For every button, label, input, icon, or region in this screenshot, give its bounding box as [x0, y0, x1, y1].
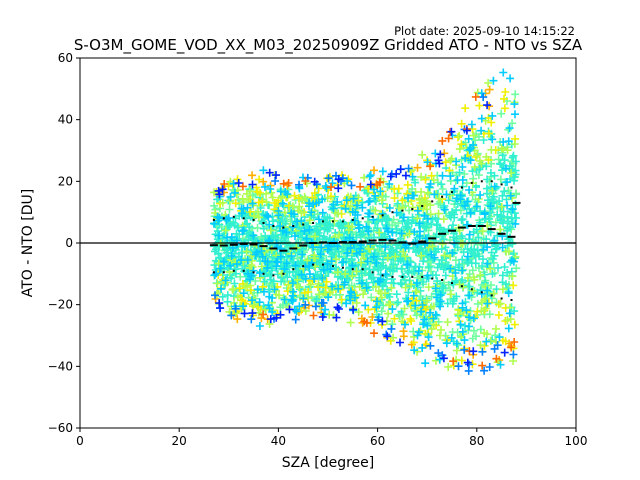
plus-sigma-dot [312, 222, 315, 224]
plus-sigma-dot [500, 183, 503, 186]
minus-sigma-dot [351, 268, 354, 271]
minus-sigma-dot [451, 282, 453, 285]
minus-sigma-dot [510, 299, 513, 301]
plus-sigma-dot [302, 223, 305, 226]
scatter-marks [210, 68, 520, 369]
x-tick-label: 0 [76, 434, 84, 448]
minus-sigma-dot [341, 266, 344, 269]
scatter-marks [210, 127, 521, 346]
plus-sigma-dot [351, 218, 354, 221]
plus-sigma-dot [381, 214, 384, 217]
plus-sigma-dot [510, 186, 513, 189]
minus-sigma-dot [232, 269, 235, 272]
y-tick-label: 40 [58, 113, 73, 127]
minus-sigma-dot [302, 265, 305, 268]
plus-sigma-dot [411, 208, 414, 211]
minus-sigma-dot [212, 271, 215, 274]
plus-sigma-dot [470, 181, 473, 184]
y-tick-label: 60 [58, 51, 73, 65]
minus-sigma-dot [322, 263, 324, 266]
minus-sigma-dot [500, 297, 503, 300]
minus-sigma-dot [272, 274, 275, 277]
minus-sigma-dot [252, 271, 255, 274]
minus-sigma-dot [421, 275, 424, 278]
plot-date: Plot date: 2025-09-10 14:15:22 [394, 24, 575, 38]
y-axis-label: ATO - NTO [DU] [20, 189, 36, 297]
plus-sigma-dot [391, 211, 394, 214]
x-tick-label: 80 [469, 434, 484, 448]
chart-title: S-O3M_GOME_VOD_XX_M03_20250909Z Gridded … [74, 36, 583, 55]
scatter-cloud [210, 68, 521, 375]
minus-sigma-dot [411, 275, 414, 278]
minus-sigma-dot [441, 279, 444, 281]
minus-sigma-dot [371, 271, 374, 274]
plus-sigma-dot [282, 226, 285, 229]
plus-sigma-dot [371, 215, 374, 218]
minus-sigma-dot [262, 272, 265, 275]
plus-sigma-dot [341, 220, 344, 223]
plus-sigma-dot [480, 180, 483, 183]
y-tick-label: −60 [48, 421, 73, 435]
x-tick-label: 100 [565, 434, 588, 448]
y-tick-label: −20 [48, 298, 73, 312]
minus-sigma-dot [222, 271, 225, 274]
plus-sigma-dot [431, 200, 434, 203]
statistics-lines [80, 180, 576, 301]
plus-sigma-dot [262, 222, 265, 224]
plus-sigma-dot [222, 217, 225, 220]
minus-sigma-dot [242, 269, 245, 272]
x-tick-label: 40 [271, 434, 286, 448]
minus-sigma-dot [431, 277, 434, 280]
plus-sigma-dot [421, 205, 424, 207]
plus-sigma-dot [212, 218, 215, 221]
plus-sigma-dot [441, 195, 444, 198]
minus-sigma-dot [381, 274, 384, 277]
plus-sigma-dot [332, 220, 334, 223]
minus-sigma-dot [490, 294, 493, 297]
plus-sigma-dot [272, 225, 275, 227]
minus-sigma-dot [401, 275, 404, 278]
x-axis-label: SZA [degree] [282, 455, 375, 471]
x-tick-label: 60 [370, 434, 385, 448]
x-tick-label: 20 [172, 434, 187, 448]
minus-sigma-dot [332, 265, 334, 268]
plus-sigma-dot [361, 217, 364, 220]
y-tick-label: 20 [58, 174, 73, 188]
plus-sigma-dot [490, 180, 493, 183]
minus-sigma-dot [292, 268, 295, 271]
x-axis-ticks: 0 20 40 60 80 100 [76, 428, 587, 448]
y-axis-ticks: −60 −40 −20 0 20 40 60 [48, 51, 80, 435]
minus-sigma-dot [361, 268, 364, 271]
plus-sigma-dot [242, 217, 245, 220]
scatter-marks [214, 101, 509, 367]
minus-sigma-dot [460, 285, 463, 288]
y-tick-label: −40 [48, 359, 73, 373]
minus-sigma-dot [312, 263, 315, 266]
plus-sigma-dot [292, 225, 295, 227]
plus-sigma-dot [401, 209, 404, 212]
plus-sigma-dot [252, 218, 255, 221]
scatter-marks [211, 93, 518, 375]
plus-sigma-dot [451, 191, 453, 194]
y-tick-label: 0 [65, 236, 73, 250]
plus-sigma-dot [232, 215, 235, 218]
minus-sigma-dot [391, 275, 394, 278]
plus-sigma-dot [322, 220, 324, 223]
minus-sigma-dot [470, 288, 473, 291]
minus-sigma-dot [480, 291, 483, 294]
minus-sigma-dot [282, 272, 285, 275]
plus-sigma-dot [460, 186, 463, 189]
